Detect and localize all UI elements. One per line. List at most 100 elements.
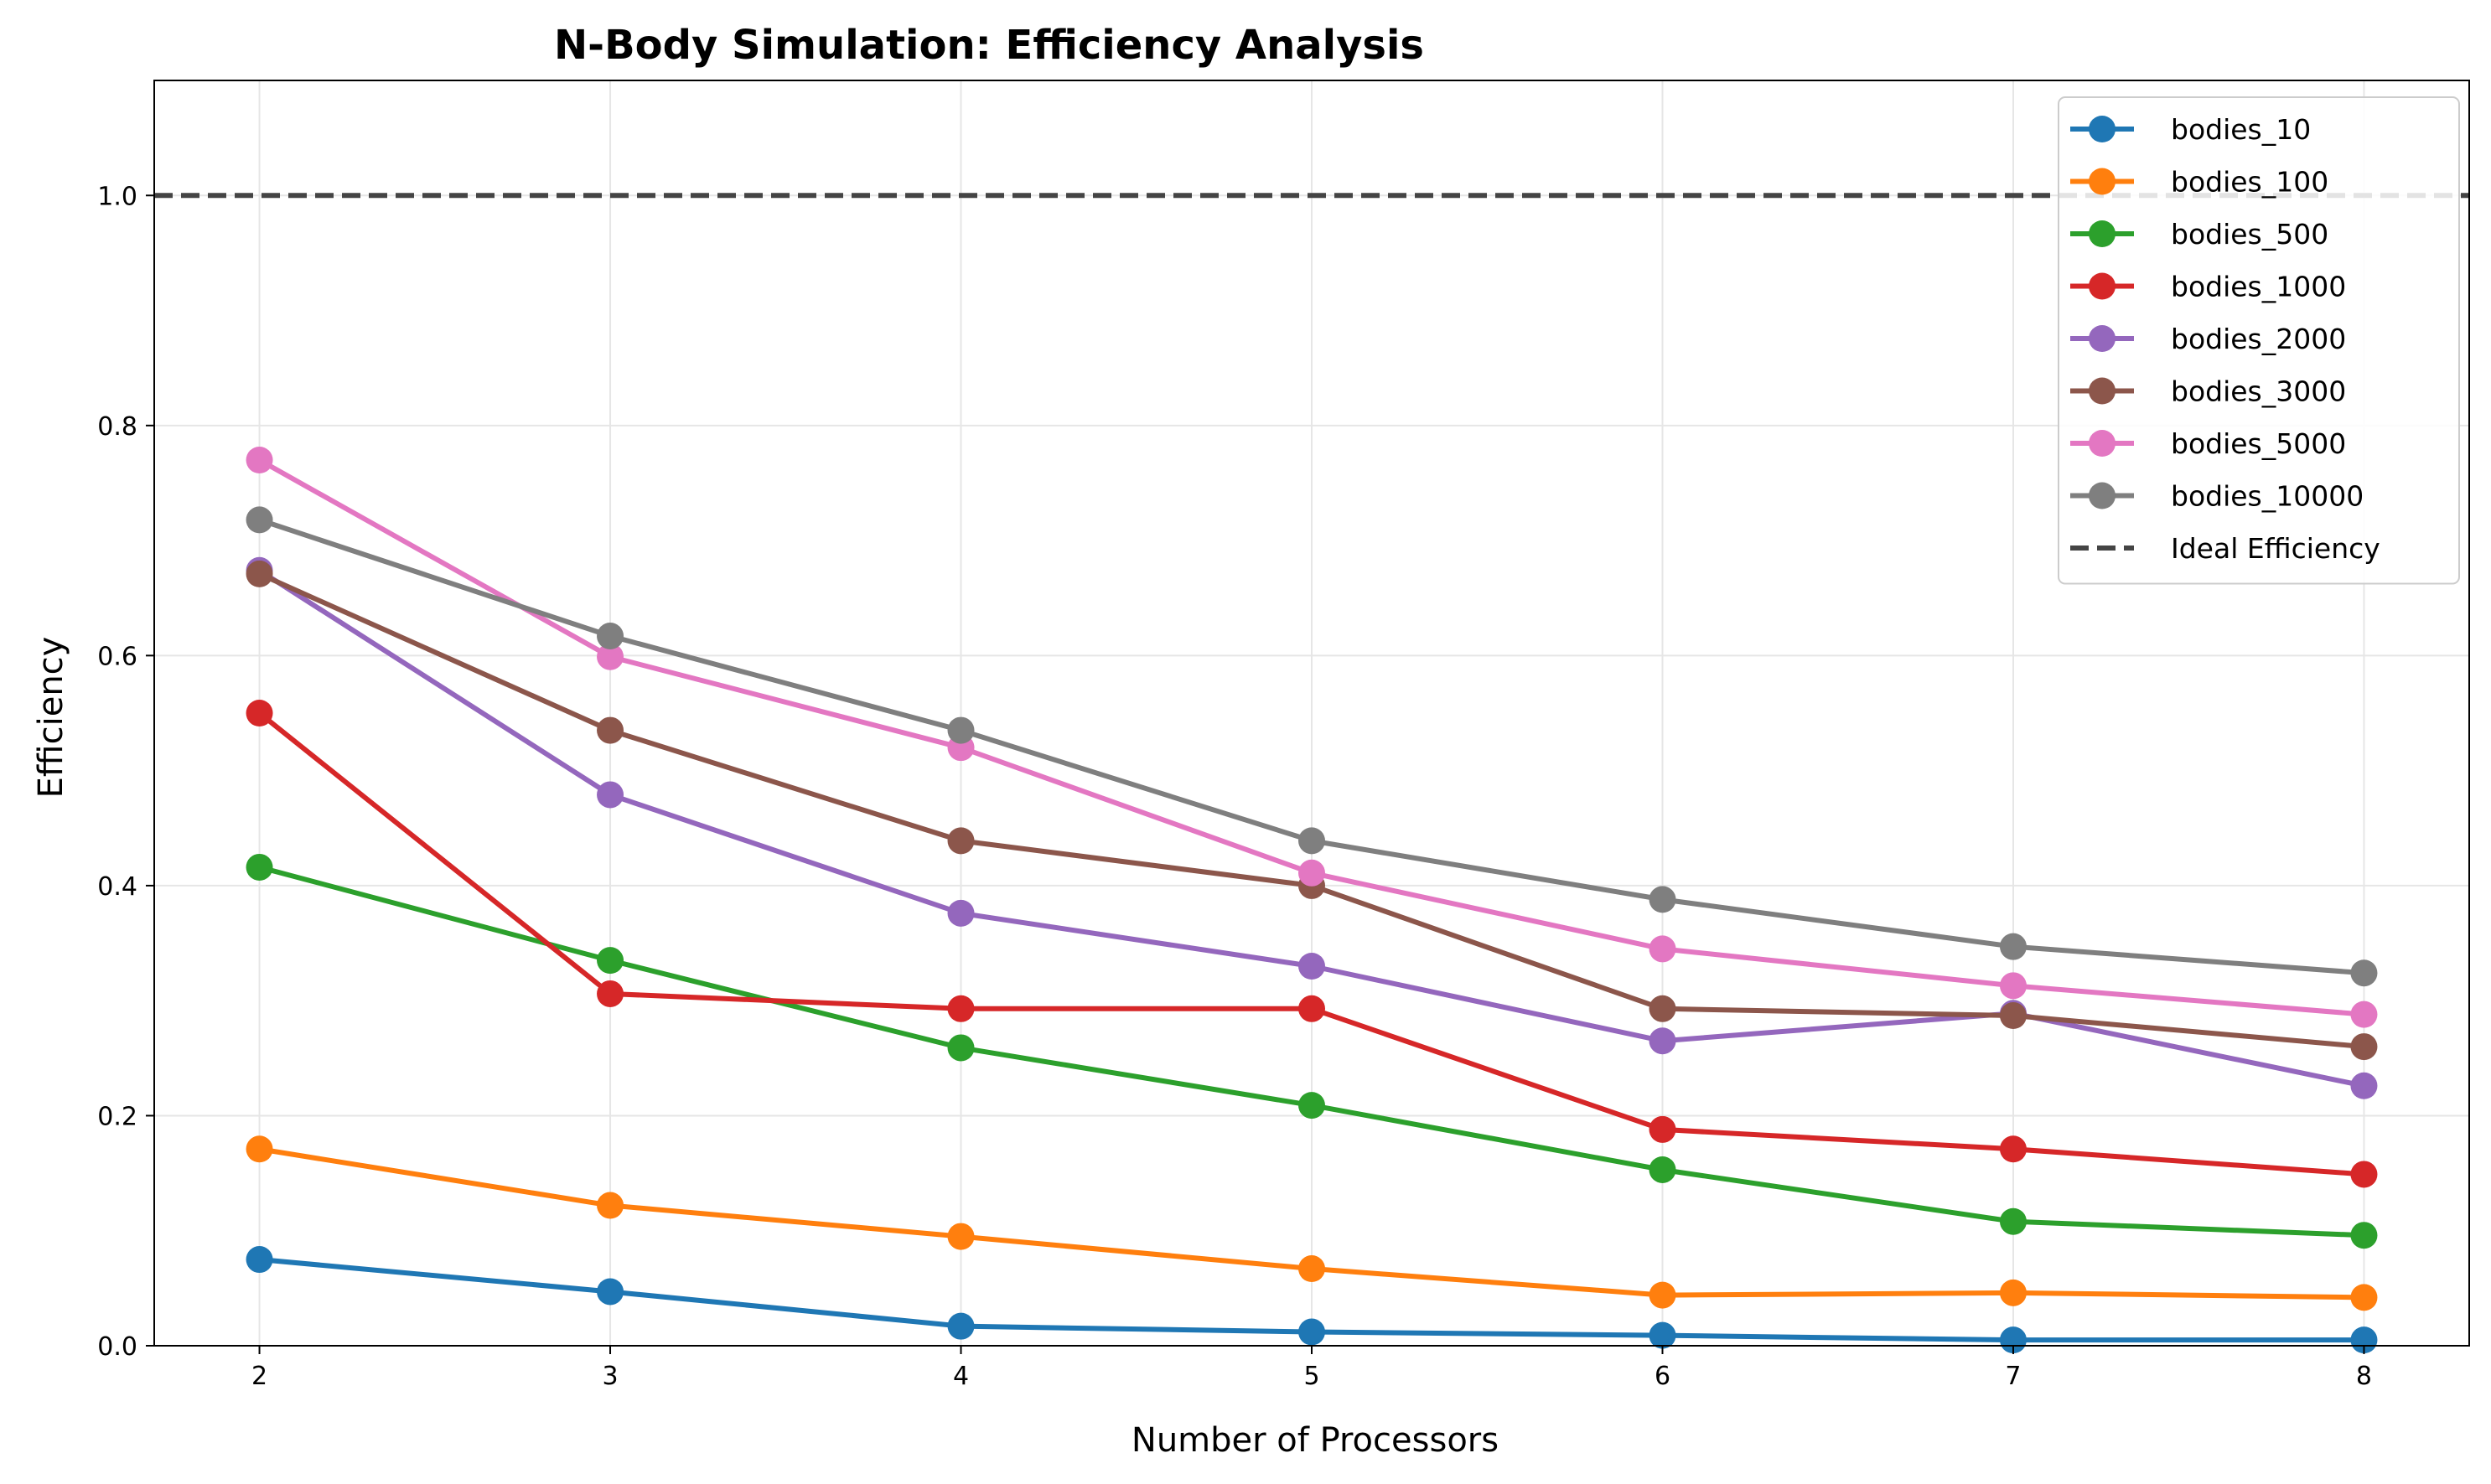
legend-label: bodies_1000 [2171,271,2346,303]
data-point [1999,1326,2027,1354]
legend-label: bodies_2000 [2171,323,2346,355]
legend-box [2058,96,2460,585]
chart-title: N-Body Simulation: Efficiency Analysis [554,22,1424,69]
legend-item: bodies_3000 [2070,375,2346,408]
legend-label: bodies_10 [2171,113,2311,146]
data-point [1298,859,1325,887]
data-point [1649,1027,1676,1055]
legend-item: bodies_1000 [2070,271,2346,303]
x-ticks: 2 3 4 5 6 7 8 [251,1346,2372,1391]
legend-swatch-marker [2089,272,2116,300]
data-point [597,1278,624,1306]
data-point [597,716,624,744]
legend-item: bodies_100 [2070,166,2328,199]
legend-item: bodies_10 [2070,113,2311,146]
data-point [1999,1279,2027,1306]
series-bodies-10000 [246,506,2378,987]
series-bodies-100 [246,1135,2378,1311]
data-point [947,1034,975,1062]
y-tick-label: 0.6 [97,642,137,671]
data-point [1649,1321,1676,1349]
x-tick-label: 6 [1655,1362,1670,1391]
data-point [1649,1115,1676,1143]
data-point [1298,995,1325,1022]
legend: bodies_10 bodies_100 bodies_500 bodies_1000… [2058,96,2460,585]
data-point [2350,1161,2378,1188]
data-point [597,643,624,670]
data-point [2350,1326,2378,1354]
data-point [1298,1318,1325,1346]
data-point [1649,886,1676,913]
data-point [947,716,975,744]
legend-swatch-marker [2089,325,2116,352]
x-tick-label: 8 [2356,1362,2372,1391]
data-point [1649,1281,1676,1309]
legend-label: bodies_10000 [2171,480,2364,513]
legend-label: bodies_500 [2171,218,2328,251]
data-point [1999,933,2027,960]
legend-label: Ideal Efficiency [2171,532,2380,565]
series-bodies-1000 [246,700,2378,1188]
y-tick-label: 0.0 [97,1332,137,1362]
series-bodies-5000 [246,447,2378,1028]
data-point [1298,1092,1325,1119]
data-point [597,947,624,975]
data-point [2350,1033,2378,1061]
data-point [947,1312,975,1340]
data-point [246,700,273,726]
data-point [1999,1207,2027,1235]
data-point [246,447,273,473]
data-point [1649,995,1676,1022]
data-point [2350,1284,2378,1311]
legend-label: bodies_3000 [2171,375,2346,408]
data-point [947,827,975,855]
y-tick-label: 0.4 [97,872,137,902]
data-point [1999,972,2027,1000]
data-point [1649,935,1676,963]
data-point [597,623,624,650]
data-point [2350,1072,2378,1099]
y-ticks: 0.0 0.2 0.4 0.6 0.8 1.0 [97,182,154,1362]
y-tick-label: 1.0 [97,182,137,211]
data-point [2350,959,2378,987]
legend-label: bodies_100 [2171,166,2328,199]
legend-item: Ideal Efficiency [2070,532,2380,565]
data-point [1649,1156,1676,1183]
data-point [1298,827,1325,855]
legend-swatch-marker [2089,377,2116,405]
data-point [597,781,624,809]
x-tick-label: 3 [602,1362,618,1391]
legend-swatch-marker [2089,430,2116,457]
data-point [246,506,273,534]
data-point [246,1135,273,1163]
x-tick-label: 5 [1303,1362,1319,1391]
series-bodies-10 [246,1246,2378,1354]
legend-label: bodies_5000 [2171,427,2346,460]
data-point [1298,1255,1325,1283]
x-tick-label: 2 [251,1362,267,1391]
data-point [2350,1001,2378,1028]
x-tick-label: 4 [953,1362,969,1391]
legend-item: bodies_2000 [2070,323,2346,355]
data-point [947,1223,975,1250]
data-point [947,995,975,1022]
legend-item: bodies_10000 [2070,480,2364,513]
data-point [246,1246,273,1274]
data-point [947,899,975,927]
series-layer [246,447,2378,1354]
x-axis-label: Number of Processors [1132,1421,1499,1460]
data-point [597,1192,624,1219]
data-point [246,560,273,587]
x-tick-label: 7 [2005,1362,2021,1391]
data-point [597,980,624,1007]
data-point [2350,1222,2378,1249]
data-point [1999,1002,2027,1030]
legend-swatch-marker [2089,482,2116,509]
y-tick-label: 0.2 [97,1102,137,1131]
legend-swatch-marker [2089,220,2116,247]
legend-swatch-marker [2089,116,2116,142]
legend-item: bodies_5000 [2070,427,2346,460]
legend-swatch-marker [2089,168,2116,195]
y-tick-label: 0.8 [97,412,137,442]
